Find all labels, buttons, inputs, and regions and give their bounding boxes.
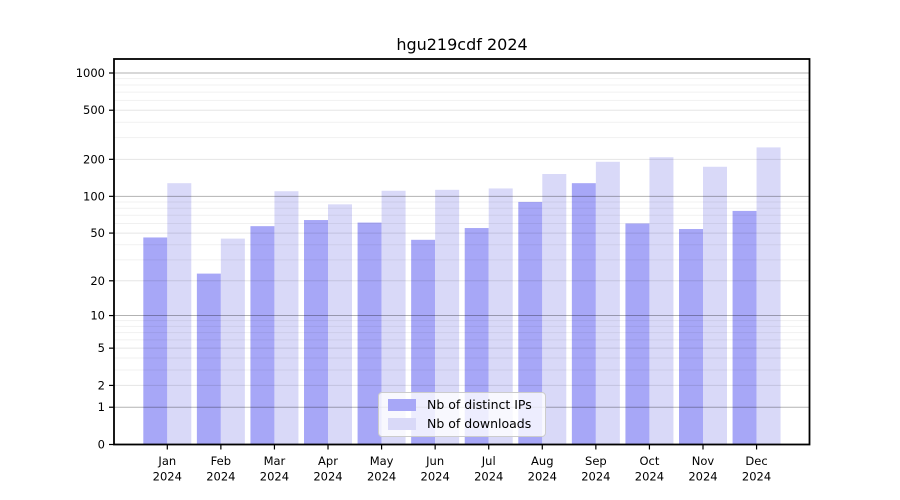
x-tick-label-month: Dec bbox=[745, 454, 767, 468]
y-axis: 0 1 2 5 10 20 50 100 200 500 1000 bbox=[76, 66, 114, 452]
plot-frame bbox=[113, 58, 811, 446]
legend: Nb of distinct IPs Nb of downloads bbox=[378, 392, 546, 437]
x-tick-label-month: Oct bbox=[639, 454, 659, 468]
legend-label-distinct-ips: Nb of distinct IPs bbox=[427, 397, 532, 412]
bar bbox=[250, 226, 275, 445]
bar bbox=[220, 238, 245, 445]
x-tick-label-month: Jul bbox=[481, 454, 496, 468]
x-tick-label-year: 2024 bbox=[474, 470, 503, 484]
bar bbox=[679, 229, 703, 445]
legend-swatch-downloads bbox=[388, 418, 416, 430]
bar bbox=[732, 210, 757, 445]
x-tick-label-year: 2024 bbox=[635, 470, 664, 484]
y-tick-label: 0 bbox=[98, 438, 105, 452]
bar bbox=[304, 220, 329, 445]
bars-downloads bbox=[167, 147, 781, 445]
x-tick-label-month: Aug bbox=[531, 454, 553, 468]
bar bbox=[571, 183, 596, 445]
x-tick-label-month: Sep bbox=[585, 454, 607, 468]
x-tick-label-month: Jan bbox=[157, 454, 176, 468]
bar bbox=[274, 191, 299, 445]
y-tick-label: 100 bbox=[83, 189, 105, 203]
x-tick-label-year: 2024 bbox=[528, 470, 557, 484]
y-tick-label: 1 bbox=[98, 400, 105, 414]
x-tick-label-year: 2024 bbox=[153, 470, 182, 484]
x-tick-label-month: Apr bbox=[318, 454, 338, 468]
y-tick-label: 5 bbox=[98, 341, 105, 355]
y-tick-label: 2 bbox=[98, 378, 105, 392]
y-tick-label: 50 bbox=[90, 226, 105, 240]
y-tick-label: 10 bbox=[90, 309, 105, 323]
y-tick-label: 200 bbox=[83, 152, 105, 166]
x-axis: Jan 2024 Feb 2024 Mar 2024 Apr 2024 May 2024 Jun 20… bbox=[153, 444, 771, 484]
x-tick-label-year: 2024 bbox=[260, 470, 289, 484]
x-tick-label-month: Nov bbox=[692, 454, 715, 468]
x-tick-label-year: 2024 bbox=[313, 470, 342, 484]
bar bbox=[542, 174, 567, 445]
y-tick-label: 500 bbox=[83, 103, 105, 117]
bar bbox=[143, 237, 168, 445]
bar bbox=[328, 204, 353, 445]
legend-item-distinct-ips: Nb of distinct IPs bbox=[388, 397, 532, 413]
x-tick-label-year: 2024 bbox=[367, 470, 396, 484]
gridlines bbox=[114, 72, 810, 408]
bar bbox=[649, 157, 674, 445]
x-tick-label-month: Mar bbox=[264, 454, 286, 468]
bar bbox=[196, 273, 221, 445]
bar bbox=[357, 222, 382, 445]
chart-title: hgu219cdf 2024 bbox=[396, 35, 528, 54]
x-tick-label-year: 2024 bbox=[421, 470, 450, 484]
x-tick-label-year: 2024 bbox=[688, 470, 717, 484]
legend-item-downloads: Nb of downloads bbox=[388, 416, 532, 432]
bar bbox=[703, 166, 727, 445]
x-tick-label-year: 2024 bbox=[581, 470, 610, 484]
bar bbox=[756, 147, 781, 445]
x-tick-label-month: Jun bbox=[425, 454, 444, 468]
x-tick-label-month: Feb bbox=[211, 454, 231, 468]
y-tick-label: 1000 bbox=[76, 66, 105, 80]
x-tick-label-year: 2024 bbox=[742, 470, 771, 484]
y-tick-label: 20 bbox=[90, 274, 105, 288]
x-tick-label-month: May bbox=[370, 454, 394, 468]
x-tick-label-year: 2024 bbox=[206, 470, 235, 484]
bar bbox=[167, 183, 192, 445]
legend-label-downloads: Nb of downloads bbox=[427, 416, 532, 431]
bar bbox=[488, 188, 513, 445]
bar bbox=[625, 223, 650, 445]
bar bbox=[595, 161, 620, 445]
legend-swatch-distinct-ips bbox=[388, 399, 416, 411]
